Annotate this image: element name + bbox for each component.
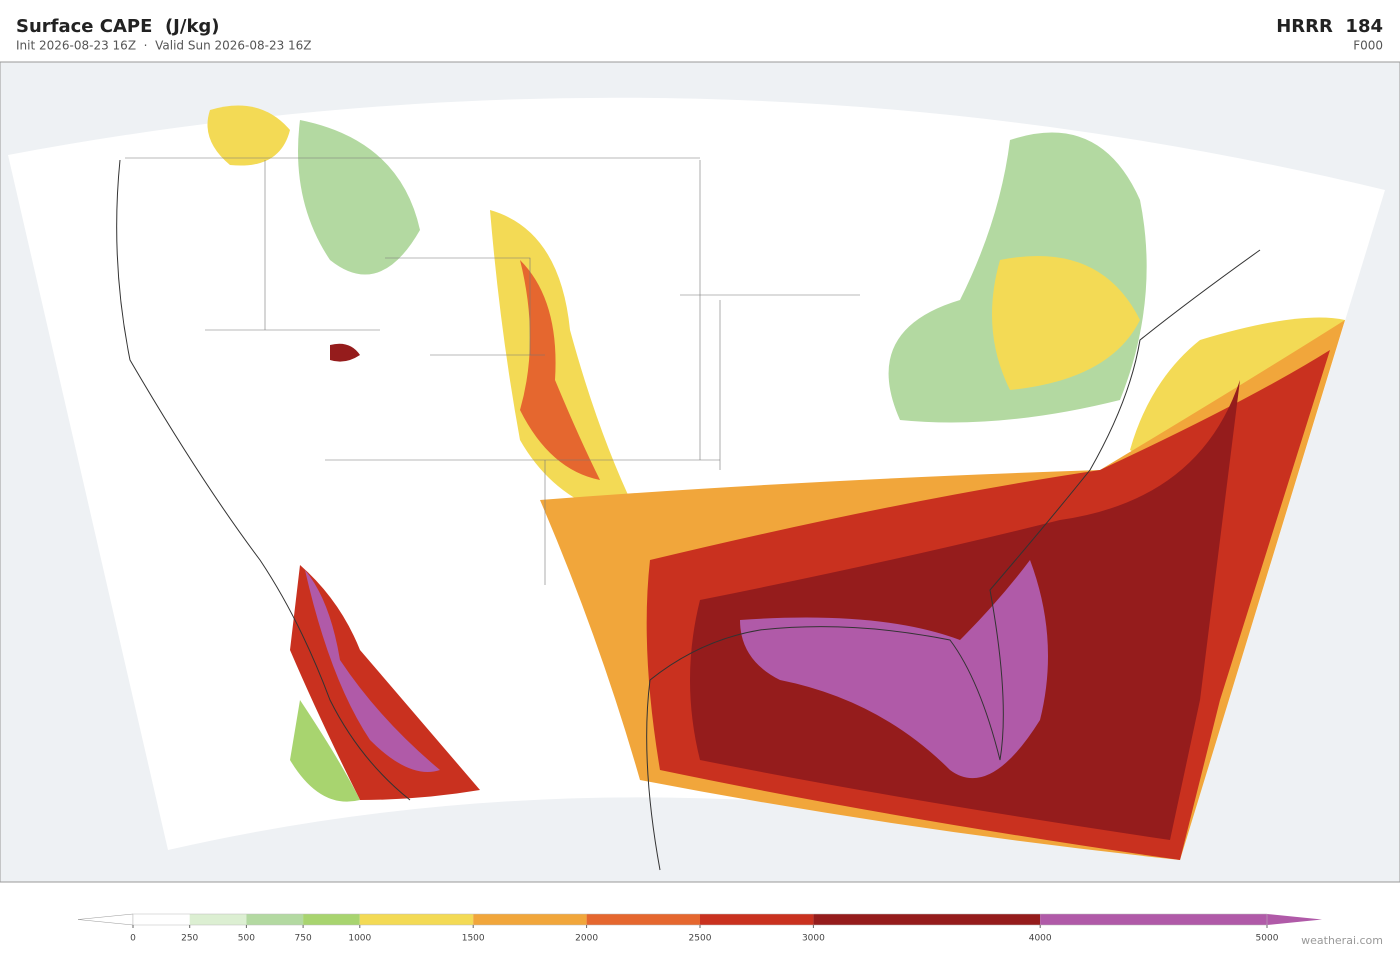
colorbar-segment	[473, 914, 587, 925]
colorbar-segment	[246, 914, 304, 925]
map	[0, 61, 1400, 883]
model-label: HRRR 184	[1276, 16, 1383, 37]
colorbar-segment	[700, 914, 814, 925]
colorbar-segment	[359, 914, 474, 925]
colorbar-segment	[813, 914, 1041, 925]
colorbar-tick-label: 0	[130, 934, 136, 944]
colorbar-tick-label: 3000	[802, 934, 825, 944]
colorbar-tick-label: 4000	[1029, 934, 1052, 944]
colorbar-segment	[189, 914, 247, 925]
colorbar: 0 250 500 750 1000 1500 2000 2500 3000 4000 5000	[77, 913, 1322, 944]
colorbar-extend-low	[77, 913, 134, 926]
state-borders	[125, 157, 860, 585]
colorbar-tick-label: 1000	[348, 934, 371, 944]
colorbar-extend-high	[1267, 914, 1322, 925]
coastlines	[116, 159, 1261, 871]
colorbar-tick-label: 250	[181, 934, 198, 944]
colorbar-tick-label: 500	[238, 934, 255, 944]
colorbar-tick-label: 2500	[689, 934, 712, 944]
title: Surface CAPE (J/kg)	[16, 16, 220, 37]
colorbar-segment	[133, 914, 190, 925]
forecast-hour: F000	[1353, 39, 1383, 53]
colorbar-segment	[586, 914, 700, 925]
colorbar-segment	[303, 914, 360, 925]
colorbar-tick-label: 1500	[462, 934, 485, 944]
colorbar-segment	[1040, 914, 1267, 925]
subtitle: Init 2026-08-23 16Z · Valid Sun 2026-08-…	[16, 39, 312, 53]
colorbar-tick-label: 750	[295, 934, 312, 944]
credit: weatherai.com	[1301, 934, 1383, 947]
cape-field	[207, 105, 1345, 860]
colorbar-tick-label: 2000	[575, 934, 598, 944]
colorbar-tick-label: 5000	[1256, 934, 1279, 944]
